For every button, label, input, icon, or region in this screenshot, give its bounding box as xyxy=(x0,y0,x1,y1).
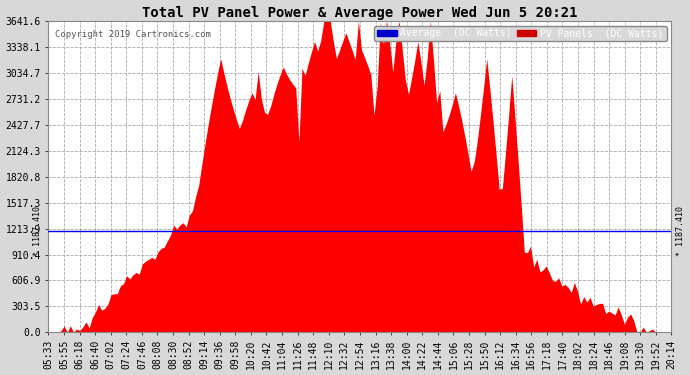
Text: * 1187.410: * 1187.410 xyxy=(33,206,42,256)
Title: Total PV Panel Power & Average Power Wed Jun 5 20:21: Total PV Panel Power & Average Power Wed… xyxy=(142,6,578,20)
Legend: Average  (DC Watts), PV Panels  (DC Watts): Average (DC Watts), PV Panels (DC Watts) xyxy=(374,26,667,41)
Text: Copyright 2019 Cartronics.com: Copyright 2019 Cartronics.com xyxy=(55,30,210,39)
Text: * 1187.410: * 1187.410 xyxy=(676,206,685,256)
